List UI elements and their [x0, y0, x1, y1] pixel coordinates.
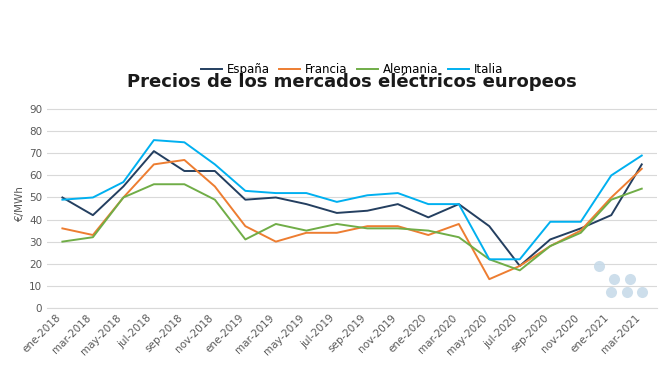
Italia	[58, 198, 67, 202]
España	[58, 195, 67, 200]
Francia	[333, 231, 341, 235]
Francia	[515, 264, 523, 268]
Francia	[241, 224, 249, 228]
Alemania	[211, 198, 219, 202]
Francia	[607, 195, 616, 200]
España	[271, 195, 280, 200]
Alemania	[150, 182, 158, 186]
Alemania	[120, 195, 128, 200]
Italia	[546, 219, 554, 224]
Italia	[515, 257, 523, 262]
España	[515, 264, 523, 268]
Francia	[150, 162, 158, 167]
Line: Alemania: Alemania	[62, 184, 642, 270]
España	[302, 202, 310, 206]
España	[424, 215, 432, 219]
Line: Francia: Francia	[62, 160, 642, 279]
Title: Precios de los mercados eléctricos europeos: Precios de los mercados eléctricos europ…	[127, 73, 577, 91]
Alemania	[515, 268, 523, 273]
Alemania	[424, 228, 432, 233]
Francia	[211, 184, 219, 189]
Francia	[120, 195, 128, 200]
Italia	[150, 138, 158, 142]
España	[333, 211, 341, 215]
Italia	[455, 202, 463, 206]
Alemania	[241, 237, 249, 242]
España	[638, 162, 646, 167]
España	[485, 224, 493, 228]
Alemania	[364, 226, 372, 231]
Alemania	[485, 257, 493, 262]
Alemania	[638, 186, 646, 191]
Legend: España, Francia, Alemania, Italia: España, Francia, Alemania, Italia	[196, 58, 508, 80]
Alemania	[607, 198, 616, 202]
Y-axis label: €/MWh: €/MWh	[15, 185, 25, 221]
Francia	[58, 226, 67, 231]
Italia	[120, 180, 128, 184]
España	[120, 184, 128, 189]
Francia	[424, 233, 432, 237]
España	[394, 202, 402, 206]
Francia	[577, 228, 585, 233]
España	[180, 169, 188, 173]
Alemania	[394, 226, 402, 231]
Alemania	[302, 228, 310, 233]
Italia	[394, 191, 402, 195]
Italia	[364, 193, 372, 198]
España	[607, 213, 616, 217]
España	[89, 213, 97, 217]
España	[577, 226, 585, 231]
Francia	[638, 167, 646, 171]
Italia	[89, 195, 97, 200]
Italia	[180, 140, 188, 145]
España	[211, 169, 219, 173]
Francia	[455, 222, 463, 226]
Line: Italia: Italia	[62, 140, 642, 259]
España	[241, 198, 249, 202]
Francia	[180, 158, 188, 162]
Alemania	[546, 244, 554, 248]
Francia	[485, 277, 493, 281]
Italia	[302, 191, 310, 195]
Francia	[302, 231, 310, 235]
Italia	[211, 162, 219, 167]
Italia	[607, 173, 616, 178]
Italia	[424, 202, 432, 206]
Italia	[638, 153, 646, 158]
Italia	[241, 189, 249, 193]
Alemania	[577, 231, 585, 235]
España	[455, 202, 463, 206]
Francia	[271, 240, 280, 244]
Italia	[485, 257, 493, 262]
España	[150, 149, 158, 153]
Italia	[333, 200, 341, 204]
Alemania	[455, 235, 463, 240]
Alemania	[58, 240, 67, 244]
Italia	[577, 219, 585, 224]
Line: España: España	[62, 151, 642, 266]
Francia	[546, 244, 554, 248]
Francia	[364, 224, 372, 228]
Alemania	[89, 235, 97, 240]
Francia	[394, 224, 402, 228]
Francia	[89, 233, 97, 237]
España	[364, 208, 372, 213]
Alemania	[271, 222, 280, 226]
Italia	[271, 191, 280, 195]
España	[546, 237, 554, 242]
Alemania	[333, 222, 341, 226]
Alemania	[180, 182, 188, 186]
